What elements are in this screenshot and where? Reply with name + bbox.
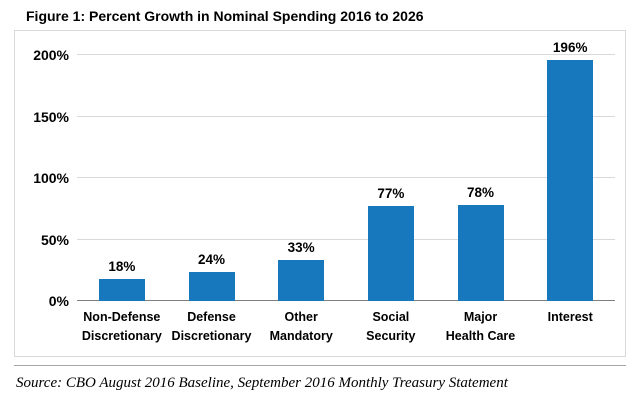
x-category-label: Non-Defense Discretionary — [81, 310, 162, 344]
bar — [188, 271, 235, 301]
bar-value-label: 77% — [377, 186, 405, 202]
bar-column: 24% — [167, 43, 257, 301]
gridline — [77, 177, 615, 179]
gridline — [77, 300, 615, 301]
bar-column: 33% — [256, 43, 346, 301]
bar-column: 77% — [346, 43, 436, 301]
x-category-label: Social Security — [366, 310, 416, 344]
bar-columns: 18% 24% 33% 77% 78% 196% — [77, 40, 615, 301]
bar-value-label: 196% — [552, 40, 588, 56]
y-tick-label: 100% — [33, 170, 69, 187]
bar — [457, 205, 504, 301]
chart-body: 0% 50% 100% 150% 200% 18% 24% 33% 77% 78% 196% No… — [21, 40, 615, 350]
x-category-label: Interest — [547, 310, 593, 324]
gridline — [77, 238, 615, 240]
plot-area: 18% 24% 33% 77% 78% 196% — [77, 40, 615, 301]
plot-wrap: 18% 24% 33% 77% 78% 196% Non-Defense Discretio… — [77, 40, 615, 350]
x-category-label: Major Health Care — [445, 310, 516, 344]
y-tick-label: 0% — [48, 293, 69, 309]
source-note: Source: CBO August 2016 Baseline, Septem… — [14, 365, 626, 392]
figure-title: Figure 1: Percent Growth in Nominal Spen… — [26, 8, 424, 24]
bar-column: 196% — [525, 40, 615, 301]
x-category-label: Defense Discretionary — [171, 310, 252, 344]
bar — [98, 278, 145, 301]
bar-column: 78% — [436, 43, 526, 301]
y-tick-label: 200% — [33, 47, 69, 64]
bar — [367, 206, 414, 301]
x-category-label: Other Mandatory — [269, 310, 333, 344]
gridline — [77, 115, 615, 117]
bar-value-label: 24% — [197, 251, 226, 267]
bar-column: 18% — [77, 43, 167, 301]
y-tick-label: 50% — [40, 231, 69, 248]
x-axis: Non-Defense Discretionary Defense Discretio… — [77, 301, 615, 350]
chart-frame: 0% 50% 100% 150% 200% 18% 24% 33% 77% 78% 196% No… — [14, 30, 626, 357]
y-axis: 0% 50% 100% 150% 200% — [21, 43, 77, 309]
bar-value-label: 33% — [287, 240, 315, 256]
bar-value-label: 78% — [467, 185, 495, 201]
bar — [547, 60, 594, 301]
bar-value-label: 18% — [108, 258, 136, 274]
bar — [278, 260, 325, 301]
y-tick-label: 150% — [33, 108, 69, 125]
gridline — [77, 54, 615, 56]
